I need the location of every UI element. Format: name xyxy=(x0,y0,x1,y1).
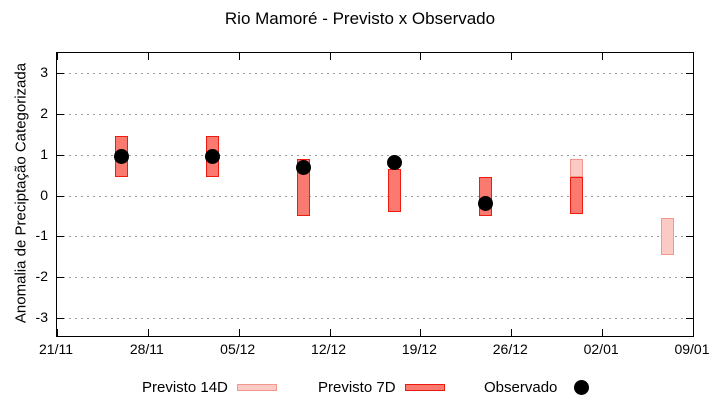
x-tick-top xyxy=(147,53,149,60)
y-tick-right xyxy=(686,236,693,238)
y-tick-label: 2 xyxy=(40,105,48,122)
previsto-7d-swatch xyxy=(404,383,445,391)
x-tick-top xyxy=(329,53,331,60)
gridline xyxy=(57,276,693,278)
x-tick-bottom xyxy=(57,329,58,336)
y-tick-label: -2 xyxy=(35,267,48,284)
y-tick-left xyxy=(57,236,64,238)
y-tick-left xyxy=(57,276,64,278)
y-tick-left xyxy=(57,73,64,75)
x-tick-bottom xyxy=(602,329,604,336)
x-tick-bottom xyxy=(420,329,422,336)
y-tick-label: 3 xyxy=(40,64,48,81)
y-tick-right xyxy=(686,154,693,156)
x-tick-top xyxy=(511,53,513,60)
x-tick-label: 26/12 xyxy=(492,341,528,357)
y-tick-right xyxy=(686,73,693,75)
y-tick-left xyxy=(57,195,64,197)
legend-label-previsto-7d: Previsto 7D xyxy=(318,378,396,396)
observado-dot-swatch xyxy=(574,379,590,395)
x-tick-top xyxy=(693,53,694,60)
x-tick-label: 21/11 xyxy=(39,341,73,357)
y-tick-label: -3 xyxy=(35,308,48,325)
x-tick-top xyxy=(57,53,58,60)
gridline xyxy=(57,236,693,238)
observado-dot xyxy=(477,196,493,212)
x-tick-label: 09/01 xyxy=(674,341,710,357)
chart-title: Rio Mamoré - Previsto x Observado xyxy=(224,9,496,28)
gridline xyxy=(57,73,693,75)
x-tick-bottom xyxy=(511,329,513,336)
observado-dot xyxy=(205,149,221,165)
plot-area xyxy=(56,52,694,337)
x-tick-bottom xyxy=(147,329,149,336)
legend-item-observado: Observado xyxy=(484,377,590,397)
observado-dot xyxy=(296,159,312,175)
x-tick-bottom xyxy=(238,329,240,336)
previsto-14d-swatch xyxy=(236,383,277,391)
x-tick-label: 02/01 xyxy=(583,341,619,357)
previsto-14d-bar xyxy=(569,158,583,178)
y-tick-left xyxy=(57,154,64,156)
y-tick-right xyxy=(686,276,693,278)
x-tick-top xyxy=(420,53,422,60)
x-tick-label: 05/12 xyxy=(220,341,256,357)
legend-item-previsto-7d: Previsto 7D xyxy=(318,377,445,397)
legend-label-previsto-14d: Previsto 14D xyxy=(142,378,228,396)
observado-dot xyxy=(386,155,402,171)
y-tick-label: -1 xyxy=(35,227,48,244)
x-tick-label: 28/11 xyxy=(129,341,164,357)
previsto-7d-bar xyxy=(387,169,401,212)
previsto-7d-bar xyxy=(569,177,583,214)
y-tick-label: 1 xyxy=(40,145,48,162)
legend-label-observado: Observado xyxy=(484,378,558,396)
y-tick-right xyxy=(686,317,693,319)
gridline xyxy=(57,317,693,319)
x-tick-bottom xyxy=(693,329,694,336)
y-tick-label: 0 xyxy=(40,186,48,203)
y-tick-left xyxy=(57,317,64,319)
gridline xyxy=(57,154,693,156)
gridline xyxy=(57,114,693,116)
y-tick-right xyxy=(686,195,693,197)
x-tick-bottom xyxy=(329,329,331,336)
x-tick-label: 19/12 xyxy=(401,341,437,357)
x-tick-label: 12/12 xyxy=(311,341,347,357)
y-tick-right xyxy=(686,114,693,116)
legend-item-previsto-14d: Previsto 14D xyxy=(142,377,277,397)
previsto-14d-bar xyxy=(660,217,674,255)
y-tick-left xyxy=(57,114,64,116)
x-tick-top xyxy=(238,53,240,60)
gridline xyxy=(57,195,693,197)
x-tick-top xyxy=(602,53,604,60)
observado-dot xyxy=(114,149,130,165)
